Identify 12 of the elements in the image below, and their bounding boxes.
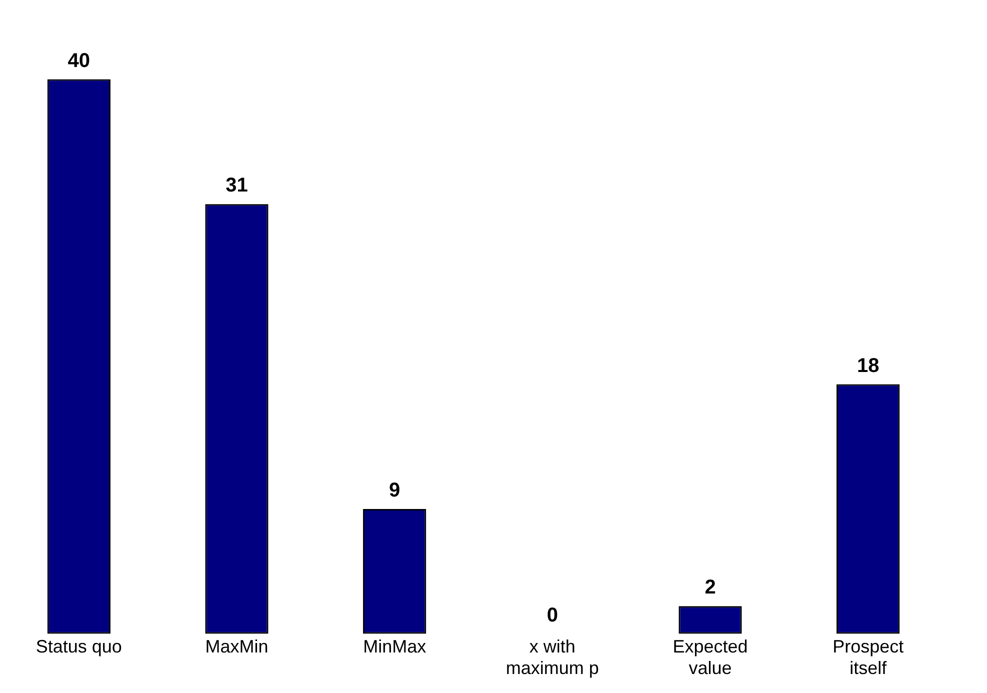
x-tick-label: Status quo (36, 636, 122, 657)
data-label: 40 (68, 50, 90, 72)
x-tick-label: Prospect itself (832, 636, 904, 678)
data-label: 18 (856, 354, 880, 377)
x-tick-label: MinMax (363, 636, 426, 657)
x-tick-label: MaxMin (205, 636, 268, 657)
x-tick-label: x with maximum p (506, 636, 599, 678)
data-label: 2 (704, 576, 716, 599)
x-tick-label: Expected value (672, 636, 748, 678)
data-label: 31 (226, 174, 248, 197)
data-label: 9 (389, 480, 400, 502)
data-label: 0 (546, 604, 558, 626)
